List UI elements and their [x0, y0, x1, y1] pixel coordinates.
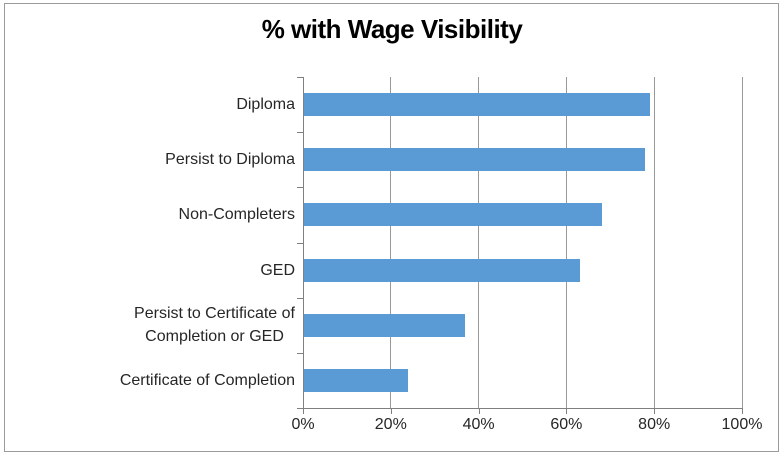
x-tick-label: 100%: [721, 416, 763, 433]
y-axis-tick: [297, 77, 303, 78]
x-axis-tick: [478, 409, 480, 414]
bar: [303, 93, 650, 117]
x-axis-line: [303, 408, 743, 409]
category-label-text: GED: [260, 261, 295, 279]
x-tick-label: 80%: [638, 416, 671, 433]
category-label: Diploma: [45, 77, 295, 132]
category-label: Persist to Diploma: [45, 132, 295, 187]
y-axis-tick: [297, 187, 303, 189]
category-label-text: Non-Completers: [178, 206, 295, 224]
y-axis-line: [303, 77, 304, 408]
category-label: Persist to Certificate of Completion or …: [45, 298, 295, 353]
category-label-text: Persist to Certificate of Completion or …: [134, 305, 295, 346]
x-tick-label: 40%: [462, 416, 495, 433]
y-axis-tick: [297, 242, 303, 244]
x-tick-label: 20%: [374, 416, 407, 433]
bar: [303, 203, 602, 227]
x-tick-label: 0%: [291, 416, 315, 433]
x-tick-label: 60%: [550, 416, 583, 433]
gridline: [741, 77, 743, 408]
x-axis-tick: [742, 409, 743, 414]
bar: [303, 148, 646, 172]
bar: [303, 313, 466, 337]
gridline: [390, 77, 392, 408]
x-axis-tick: [303, 409, 304, 414]
category-label: GED: [45, 243, 295, 298]
category-label: Non-Completers: [45, 187, 295, 242]
x-axis-tick: [654, 409, 656, 414]
y-axis-tick: [297, 297, 303, 299]
gridline: [478, 77, 480, 408]
x-axis-tick: [390, 409, 392, 414]
y-axis-tick: [297, 352, 303, 354]
bar: [303, 368, 409, 392]
category-label-text: Diploma: [236, 96, 295, 114]
gridline: [653, 77, 655, 408]
category-label-text: Persist to Diploma: [165, 151, 295, 169]
y-axis-tick: [297, 408, 303, 409]
gridline: [565, 77, 567, 408]
x-axis-tick: [566, 409, 568, 414]
plot-area: [303, 77, 743, 408]
bar: [303, 258, 580, 282]
chart-title: % with Wage Visibility: [261, 14, 523, 44]
category-label: Certificate of Completion: [45, 353, 295, 408]
category-label-text: Certificate of Completion: [119, 371, 295, 389]
y-axis-tick: [297, 132, 303, 134]
